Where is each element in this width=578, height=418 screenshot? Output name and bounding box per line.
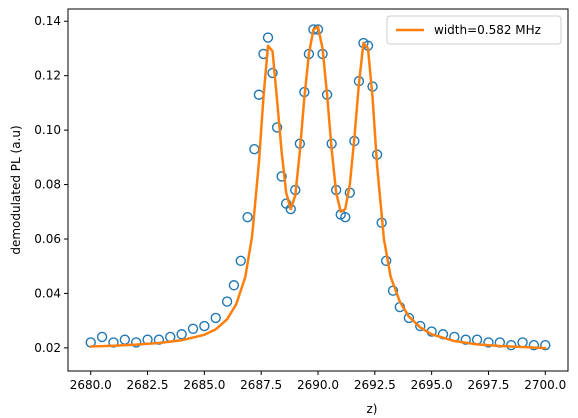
data-point — [540, 339, 551, 351]
data-point — [528, 339, 540, 351]
y-axis-label: demodulated PL (a.u) — [9, 125, 23, 254]
fit-curve-group — [89, 25, 547, 350]
data-point — [187, 323, 199, 335]
x-tick-label: 2680.0 — [70, 378, 112, 392]
data-point — [199, 320, 210, 332]
x-tick-label: 2695.0 — [411, 378, 453, 392]
y-tick-label: 0.08 — [34, 178, 61, 192]
data-point — [271, 122, 283, 133]
y-tick-label: 0.14 — [34, 14, 61, 28]
y-axis: 0.02 0.04 0.06 0.08 0.10 0.12 0.14 — [34, 14, 68, 355]
data-point — [235, 255, 246, 266]
data-point — [242, 212, 253, 223]
x-tick-label: 2682.5 — [127, 378, 169, 392]
y-tick-label: 0.04 — [34, 286, 61, 300]
x-tick-label: 2687.5 — [240, 378, 282, 392]
x-axis: 2680.0 2682.5 2685.0 2687.5 2690.0 2692.5 2695… — [70, 371, 566, 392]
x-tick-label: 2697.5 — [467, 378, 509, 392]
x-tick-label: 2692.5 — [354, 378, 396, 392]
data-point — [403, 312, 415, 324]
x-tick-label: 2685.0 — [183, 378, 225, 392]
data-point — [96, 331, 108, 343]
data-point — [262, 32, 274, 43]
x-tick-label: 2690.0 — [297, 378, 339, 392]
fit-line — [89, 25, 547, 350]
data-point — [176, 329, 187, 340]
data-point — [276, 171, 287, 182]
legend: width=0.582 MHz — [386, 15, 562, 45]
data-point — [340, 212, 351, 223]
data-point — [228, 280, 240, 291]
data-point — [460, 334, 471, 345]
data-point — [210, 312, 221, 324]
data-point — [267, 67, 278, 79]
y-tick-label: 0.02 — [34, 341, 61, 355]
y-tick-label: 0.06 — [34, 232, 61, 246]
y-tick-label: 0.12 — [34, 69, 61, 83]
legend-label: width=0.582 MHz — [434, 23, 541, 37]
x-axis-label: z) — [367, 402, 378, 416]
legend-box — [386, 15, 562, 45]
x-tick-label: 2700.0 — [524, 378, 566, 392]
data-point — [483, 337, 494, 348]
data-point — [221, 296, 233, 307]
data-point — [130, 337, 142, 348]
data-point — [415, 320, 426, 332]
y-tick-label: 0.10 — [34, 123, 61, 137]
